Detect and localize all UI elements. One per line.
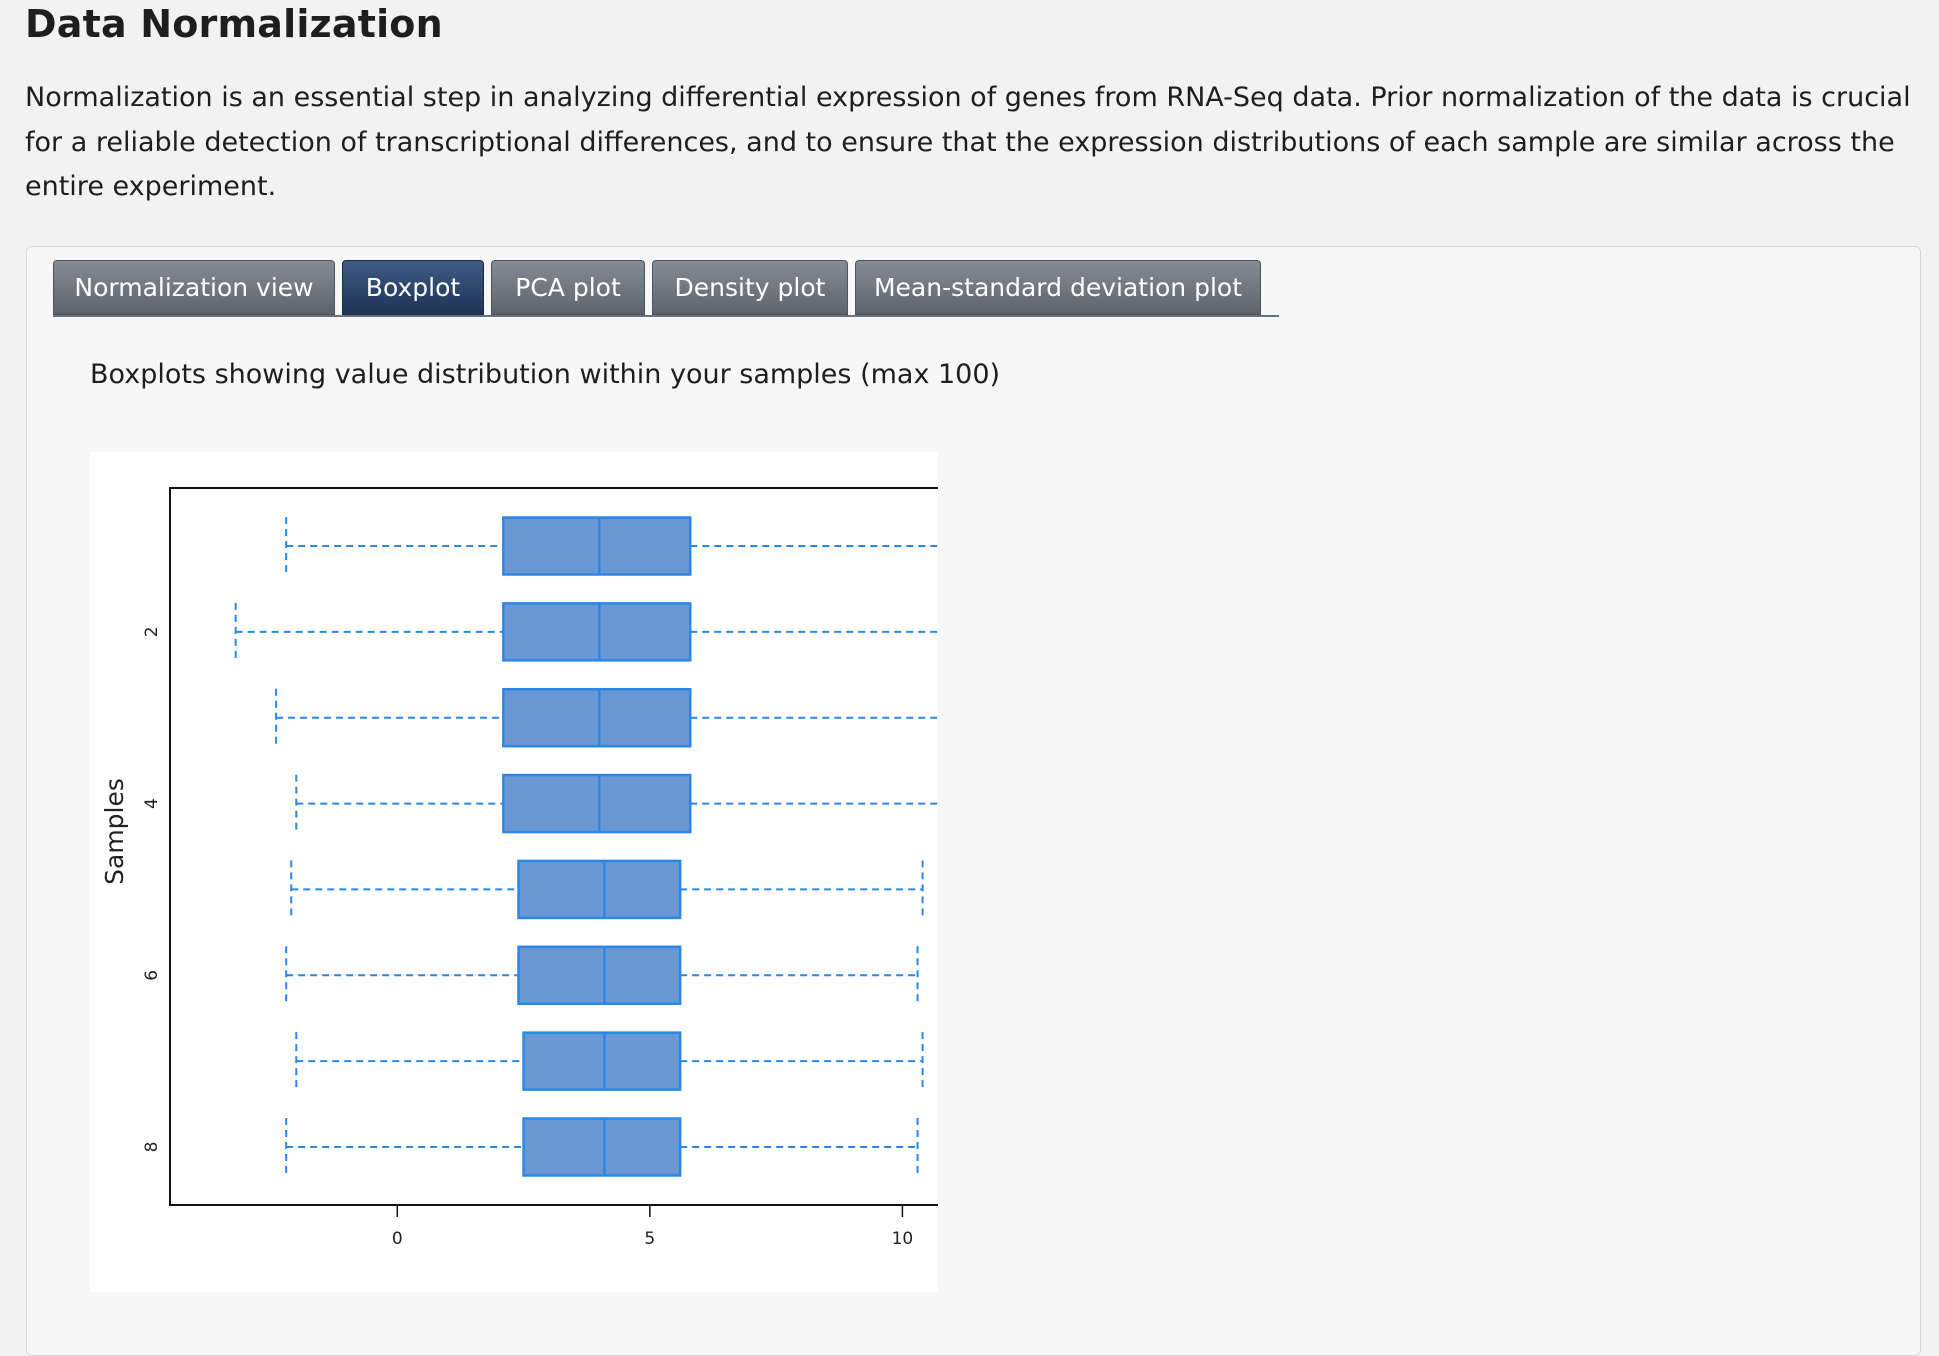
tab-boxplot[interactable]: Boxplot bbox=[342, 260, 484, 315]
x-tick-label: 5 bbox=[644, 1229, 655, 1249]
y-tick-label: 2 bbox=[142, 626, 162, 637]
x-tick-label: 10 bbox=[892, 1229, 914, 1249]
tab-density-plot[interactable]: Density plot bbox=[652, 260, 848, 315]
boxplot-caption: Boxplots showing value distribution with… bbox=[90, 359, 1001, 390]
box-sample-1 bbox=[502, 516, 692, 576]
y-tick-label: 8 bbox=[142, 1142, 162, 1153]
box-sample-7 bbox=[522, 1031, 682, 1091]
intro-paragraph: Normalization is an essential step in an… bbox=[25, 82, 1911, 202]
boxplot-series-group bbox=[234, 516, 938, 1177]
y-axis-title: Samples bbox=[100, 778, 129, 885]
box-sample-4 bbox=[502, 773, 692, 834]
box-sample-3 bbox=[502, 687, 692, 748]
x-tick-label: 0 bbox=[392, 1229, 403, 1249]
boxplot-chart: 0 5 10 2 4 6 8 Samples bbox=[100, 487, 938, 1249]
y-tick-label: 4 bbox=[142, 798, 162, 809]
box-sample-2 bbox=[502, 602, 692, 662]
plot-frame bbox=[169, 487, 938, 1206]
box-sample-6 bbox=[517, 945, 682, 1006]
box-sample-8 bbox=[522, 1117, 682, 1177]
tab-mean-sd-plot[interactable]: Mean-standard deviation plot bbox=[855, 260, 1261, 315]
page-title: Data Normalization bbox=[25, 2, 443, 46]
box-sample-5 bbox=[517, 859, 682, 920]
normalization-panel: Normalization view Boxplot PCA plot Dens… bbox=[26, 246, 1921, 1356]
tab-underline bbox=[53, 315, 1279, 317]
tab-normalization-view[interactable]: Normalization view bbox=[53, 260, 335, 315]
y-tick-label: 6 bbox=[142, 970, 162, 981]
tab-pca-plot[interactable]: PCA plot bbox=[491, 260, 645, 315]
boxplot-figure: 0 5 10 2 4 6 8 Samples bbox=[90, 452, 938, 1292]
